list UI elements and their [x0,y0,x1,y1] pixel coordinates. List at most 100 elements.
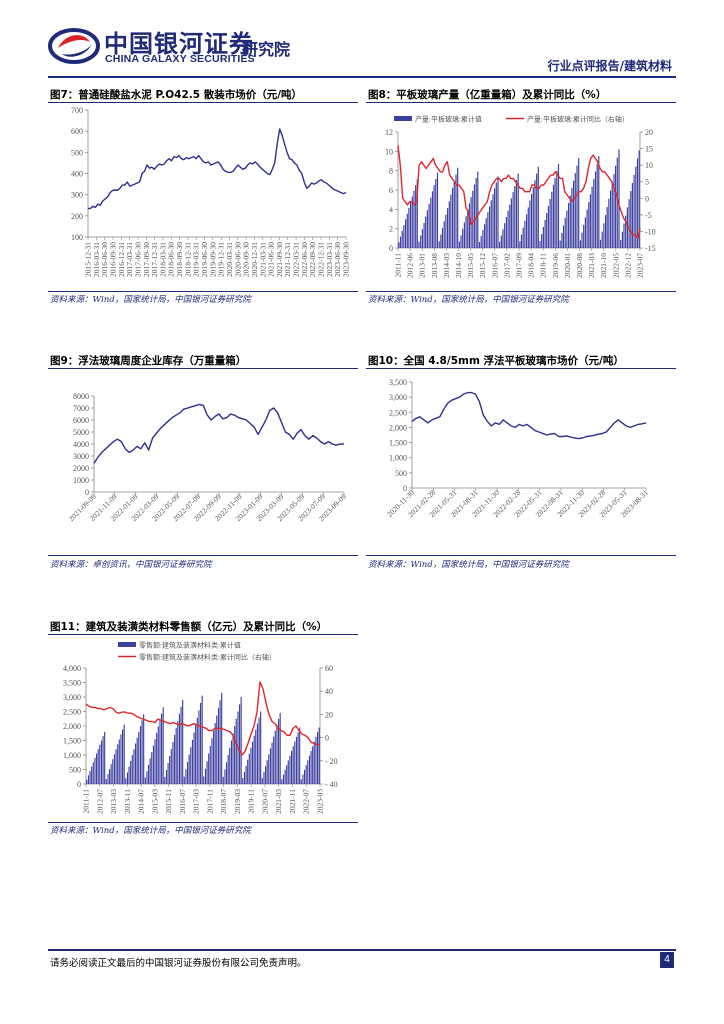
cumulative-bar [399,236,402,248]
cumulative-bar [157,726,159,784]
cumulative-bar [271,742,273,784]
cumulative-bar [122,729,124,784]
x-tick-label: 2014-03 [442,253,451,278]
y-tick-label: 3,000 [63,693,81,702]
y2-tick-label: - 40 [325,780,338,789]
cumulative-bar [297,732,299,784]
cumulative-bar [185,769,187,784]
cumulative-bar [258,717,260,784]
legend-bar-swatch [394,116,412,121]
cumulative-bar [224,769,226,784]
cumulative-bar [551,191,553,248]
figure-rule [366,555,676,556]
cumulative-bar [110,764,112,784]
cumulative-bar [447,207,449,248]
cumulative-bar [457,167,459,248]
cumulative-bar [318,727,320,784]
x-tick-label: 2017-09 [515,253,524,278]
cumulative-bar [492,194,494,248]
y-tick-label: 7000 [73,404,89,413]
retail-yoy-line [85,681,320,756]
y-tick-label: 4000 [73,440,89,449]
cumulative-bar [138,731,140,784]
cumulative-bar [252,741,254,784]
x-tick-label: 2016-07 [178,789,187,814]
x-tick-label: 2018-06-30 [167,242,176,277]
cumulative-bar [562,225,565,248]
y-tick-label: 2,000 [63,722,81,731]
cumulative-bar [436,172,439,248]
y2-tick-label: 20 [645,128,653,137]
cumulative-bar [219,700,221,784]
cumulative-bar [452,187,454,248]
cumulative-bar [180,706,182,784]
y-tick-label: 0 [389,244,393,253]
y2-tick-label: - 20 [325,757,338,766]
x-tick-label: 2011-11 [394,253,403,278]
x-tick-label: 2017-03 [192,789,201,814]
cumulative-bar [278,718,280,784]
x-tick-label: 2017-11 [205,789,214,814]
cumulative-bar [170,749,172,784]
cumulative-bar [557,163,560,248]
cumulative-bar [443,221,445,248]
cumulative-bar [230,740,233,784]
cumulative-bar [485,218,487,248]
cumulative-bar [480,236,482,248]
cumulative-bar [242,778,244,784]
cumulative-bar [317,732,319,784]
cumulative-bar [143,714,145,784]
cumulative-bar [97,749,99,784]
x-tick-label: 2023-07 [636,253,645,278]
cumulative-bar [421,229,423,249]
cumulative-bar [201,695,203,784]
cumulative-bar [478,242,481,248]
cumulative-bar [571,188,573,248]
cumulative-bar [289,755,291,784]
x-tick-label: 2022-07 [302,789,311,814]
cumulative-bar [578,158,580,248]
cumulative-bar [174,734,176,784]
cumulative-bar [109,769,111,784]
cumulative-bar [226,762,228,785]
cumulative-bar [94,757,96,784]
cumulative-bar [187,761,189,784]
y-tick-label: 6000 [73,416,89,425]
cumulative-bar [125,778,127,784]
cumulative-bar [266,760,268,784]
cumulative-bar [633,174,635,248]
cumulative-bar [232,733,234,785]
cumulative-bar [87,775,90,784]
y-tick-label: 300 [71,191,83,200]
cumulative-bar [281,779,283,784]
x-tick-label: 2017-09-30 [142,242,151,277]
x-tick-label: 2018-09-30 [175,242,184,277]
x-tick-label: 2016-09-30 [108,242,117,277]
cumulative-bar [292,746,294,784]
x-tick-label: 2021-09-30 [275,242,284,277]
cumulative-bar [576,165,578,248]
cumulative-bar [416,179,418,248]
cumulative-bar [102,736,104,784]
cumulative-bar [112,759,114,784]
cumulative-bar [618,149,620,248]
y-tick-label: 500 [69,766,81,775]
x-tick-label: 2015-03 [150,789,159,814]
cumulative-bar [235,718,237,785]
cumulative-bar [243,771,246,784]
x-tick-label: 2022-03-31 [292,242,301,277]
x-tick-label: 2021-11 [288,789,297,814]
cumulative-bar [515,179,518,248]
cumulative-bar [475,178,477,248]
y-tick-label: 2,500 [389,408,407,417]
cumulative-bar [526,214,528,248]
cumulative-bar [458,241,460,248]
cumulative-bar [514,186,516,248]
x-tick-label: 2022-12-31 [317,242,326,277]
y-tick-label: 600 [71,127,83,136]
y2-tick-label: -15 [645,244,656,253]
y2-tick-label: -10 [645,227,656,236]
cumulative-bar [418,241,420,248]
cumulative-bar [635,166,637,248]
cumulative-bar [509,204,511,248]
